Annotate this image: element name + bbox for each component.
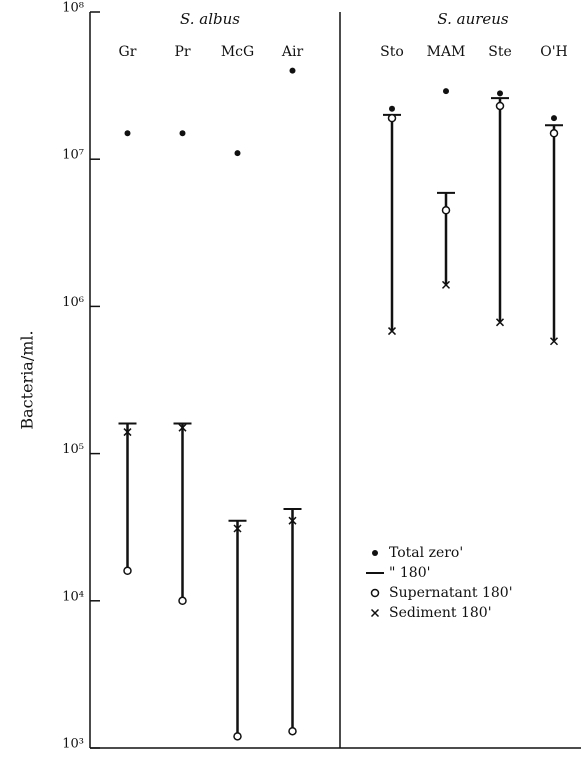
sediment-cross [288,516,297,525]
supernatant-circle [288,726,297,736]
total-dot [124,130,131,137]
y-tick-label: 10⁴ [62,589,84,604]
supernatant-circle [178,596,187,606]
y-tick-label: 10⁶ [62,295,84,310]
sediment-cross [370,608,380,618]
panel-title: S. aureus [437,10,509,28]
supernatant-circle [370,588,380,598]
y-tick-label: 10⁷ [62,148,84,163]
category-label: McG [221,44,254,60]
supernatant-circle [123,566,132,576]
legend-label: Total zero' [389,545,463,561]
total-dot [372,550,378,556]
total-dot [179,130,186,137]
sediment-cross [123,428,132,437]
sediment-cross [233,524,242,533]
category-label: Air [281,44,304,60]
sediment-cross [387,327,397,336]
category-label: Pr [174,44,190,60]
sediment-cross [178,423,187,432]
supernatant-circle [495,101,505,111]
supernatant-circle [441,205,451,215]
sediment-cross [495,318,505,327]
total-dot [551,115,557,122]
y-tick-label: 10⁸ [62,1,84,16]
category-label: Sto [380,44,404,60]
category-label: Gr [119,44,137,60]
total-dot [443,88,449,95]
supernatant-circle [387,113,397,123]
total-dot [389,105,395,112]
legend-label: " 180' [389,565,430,581]
panel-title: S. albus [180,10,240,28]
total-dot [497,90,503,97]
category-label: O'H [540,44,568,60]
supernatant-circle [549,129,559,138]
supernatant-circle [233,732,242,741]
category-label: MAM [427,44,466,60]
sediment-cross [549,337,559,346]
y-tick-label: 10³ [62,737,84,752]
total-dot [234,150,241,157]
y-axis-label: Bacteria/ml. [18,330,37,429]
total-dot [289,67,296,74]
y-tick-label: 10⁵ [62,442,84,457]
sediment-cross [441,280,451,289]
legend-label: Sediment 180' [389,605,492,621]
legend-label: Supernatant 180' [389,585,513,601]
category-label: Ste [488,44,512,60]
